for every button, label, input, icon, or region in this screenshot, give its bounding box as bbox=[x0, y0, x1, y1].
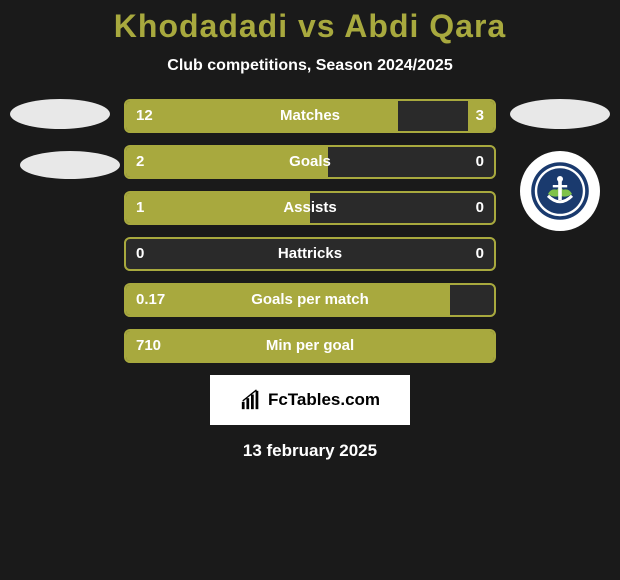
stat-label: Goals bbox=[126, 147, 494, 177]
stat-row-matches: 12 Matches 3 bbox=[124, 99, 496, 133]
stat-label: Min per goal bbox=[126, 331, 494, 361]
stat-row-assists: 1 Assists 0 bbox=[124, 191, 496, 225]
player-left-photo-placeholder bbox=[10, 99, 110, 129]
team-left-logo-placeholder bbox=[20, 151, 120, 179]
date-label: 13 february 2025 bbox=[0, 441, 620, 461]
stat-row-hattricks: 0 Hattricks 0 bbox=[124, 237, 496, 271]
stat-row-goals: 2 Goals 0 bbox=[124, 145, 496, 179]
branding-box: FcTables.com bbox=[210, 375, 410, 425]
stat-row-goals-per-match: 0.17 Goals per match bbox=[124, 283, 496, 317]
stat-right-value: 0 bbox=[476, 239, 484, 269]
stat-right-value: 0 bbox=[476, 147, 484, 177]
stat-right-value: 3 bbox=[476, 101, 484, 131]
team-right-logo bbox=[520, 151, 600, 231]
stats-bars: 12 Matches 3 2 Goals 0 1 Assists 0 0 Hat… bbox=[124, 99, 496, 363]
player-right-photo-placeholder bbox=[510, 99, 610, 129]
stat-label: Matches bbox=[126, 101, 494, 131]
stat-label: Assists bbox=[126, 193, 494, 223]
stat-label: Hattricks bbox=[126, 239, 494, 269]
branding-text: FcTables.com bbox=[268, 390, 380, 410]
season-subtitle: Club competitions, Season 2024/2025 bbox=[0, 57, 620, 75]
chart-icon bbox=[240, 389, 262, 411]
comparison-content: 12 Matches 3 2 Goals 0 1 Assists 0 0 Hat… bbox=[0, 99, 620, 461]
page-title: Khodadadi vs Abdi Qara bbox=[0, 0, 620, 45]
stat-right-value: 0 bbox=[476, 193, 484, 223]
stat-row-min-per-goal: 710 Min per goal bbox=[124, 329, 496, 363]
anchor-crest-icon bbox=[530, 161, 590, 221]
stat-label: Goals per match bbox=[126, 285, 494, 315]
